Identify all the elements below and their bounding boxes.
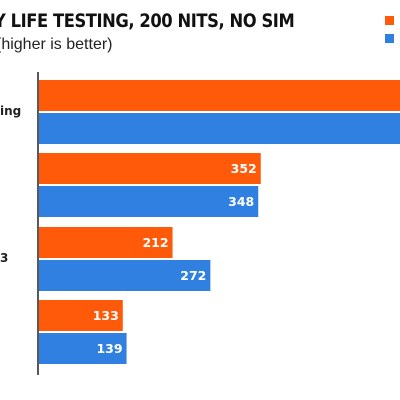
value-label-series-1-cat-4: 133 (93, 308, 119, 323)
legend-swatch-series-a (385, 16, 394, 25)
bar-series-2-cat-3 (39, 260, 211, 291)
chart-title: Y LIFE TESTING, 200 NITS, NO SIM (0, 10, 295, 32)
category-label-1: ing (0, 104, 21, 118)
value-label-series-1-cat-2: 352 (231, 161, 257, 176)
bar-series-1-cat-1 (39, 80, 400, 111)
value-label-series-2-cat-3: 272 (180, 268, 206, 283)
bar-series-1-cat-4 (39, 300, 123, 331)
bar-series-2-cat-1 (39, 113, 400, 144)
value-label-series-2-cat-4: 139 (96, 341, 122, 356)
chart-subtitle: (higher is better) (0, 36, 113, 53)
bar-series-1-cat-3 (39, 227, 173, 258)
bar-series-2-cat-2 (39, 186, 259, 217)
legend-swatch-series-b (385, 34, 394, 43)
category-label-3: 3 (0, 251, 8, 265)
value-label-series-1-cat-3: 212 (142, 235, 168, 250)
value-label-series-2-cat-2: 348 (228, 194, 254, 209)
bar-series-2-cat-4 (39, 333, 127, 364)
bar-series-1-cat-2 (39, 153, 261, 184)
